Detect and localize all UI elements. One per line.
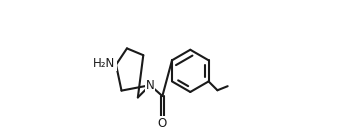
Text: O: O [158,117,167,130]
Text: H₂N: H₂N [93,57,116,70]
Text: N: N [146,79,154,92]
